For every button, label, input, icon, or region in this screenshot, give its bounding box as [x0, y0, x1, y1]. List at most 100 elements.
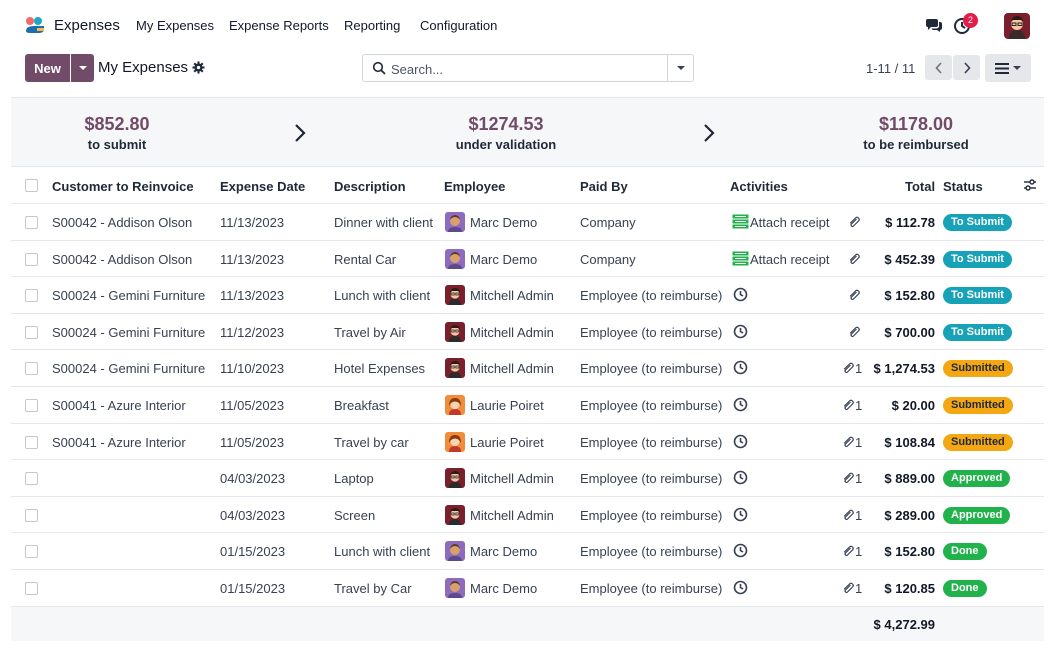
table-row[interactable]: 04/03/2023 Screen Mitchell Admin Employee (…	[11, 497, 1044, 534]
pager-previous-button[interactable]	[925, 55, 952, 80]
employee-avatar[interactable]	[445, 321, 465, 342]
search-options-toggle[interactable]	[667, 55, 693, 81]
cell-customer: S00024 - Gemini Furniture	[52, 324, 206, 340]
view-switcher-button[interactable]	[985, 54, 1031, 82]
employee-avatar[interactable]	[445, 248, 465, 269]
cell-activity-summary[interactable]: Attach receipt	[750, 215, 830, 230]
paperclip-icon[interactable]	[841, 361, 855, 375]
employee-avatar[interactable]	[445, 504, 465, 525]
user-avatar[interactable]	[1004, 13, 1030, 39]
employee-avatar[interactable]	[445, 541, 465, 562]
expenses-app-icon[interactable]	[24, 15, 46, 37]
cell-expense-date: 04/03/2023	[220, 507, 286, 523]
row-checkbox[interactable]	[25, 289, 38, 303]
activity-clock-icon[interactable]	[732, 286, 749, 303]
table-row[interactable]: 01/15/2023 Lunch with client Marc Demo Empl…	[11, 533, 1044, 570]
upload-document-icon[interactable]	[732, 250, 749, 267]
table-row[interactable]: S00041 - Azure Interior 11/05/2023 Breakfa…	[11, 387, 1044, 424]
status-badge-approved: Approved	[943, 470, 1011, 488]
summary-to-be-reimbursed[interactable]: $1178.00 to be reimbursed	[816, 114, 1016, 152]
paperclip-icon[interactable]	[847, 215, 861, 229]
employee-avatar[interactable]	[445, 577, 465, 598]
column-header-status[interactable]: Status	[943, 179, 983, 194]
paperclip-icon[interactable]	[847, 252, 861, 266]
table-row[interactable]: S00024 - Gemini Furniture 11/10/2023 Hotel…	[11, 350, 1044, 387]
table-row[interactable]: S00024 - Gemini Furniture 11/13/2023 Lunch…	[11, 277, 1044, 314]
employee-avatar[interactable]	[445, 394, 465, 415]
paperclip-icon[interactable]	[847, 288, 861, 302]
table-row[interactable]: 01/15/2023 Travel by Car Marc Demo Employee…	[11, 570, 1044, 607]
column-header-employee[interactable]: Employee	[444, 179, 506, 194]
chat-icon[interactable]	[924, 16, 944, 36]
paperclip-icon[interactable]	[841, 398, 855, 412]
upload-document-icon[interactable]	[732, 213, 749, 230]
new-dropdown-toggle[interactable]	[71, 54, 94, 82]
app-title[interactable]: Expenses	[54, 17, 120, 34]
employee-avatar[interactable]	[445, 285, 465, 306]
row-checkbox[interactable]	[25, 581, 38, 595]
employee-avatar[interactable]	[445, 431, 465, 452]
menu-reporting[interactable]: Reporting	[344, 18, 401, 33]
cell-customer: S00041 - Azure Interior	[52, 397, 186, 413]
row-checkbox[interactable]	[25, 325, 38, 339]
gear-icon[interactable]	[192, 61, 205, 74]
row-checkbox[interactable]	[25, 508, 38, 522]
new-button[interactable]: New	[25, 54, 70, 82]
activity-clock-icon[interactable]	[732, 433, 749, 450]
column-header-paid-by[interactable]: Paid By	[580, 179, 628, 194]
table-row[interactable]: S00024 - Gemini Furniture 11/12/2023 Trave…	[11, 314, 1044, 351]
table-row[interactable]: S00041 - Azure Interior 11/05/2023 Travel …	[11, 424, 1044, 461]
cell-paid-by: Employee (to reimburse)	[580, 580, 723, 596]
activity-clock-icon[interactable]	[732, 506, 749, 523]
summary-label: to submit	[87, 137, 147, 152]
paperclip-icon[interactable]	[841, 581, 855, 595]
row-checkbox[interactable]	[25, 398, 38, 412]
column-header-date[interactable]: Expense Date	[220, 179, 306, 194]
paperclip-icon[interactable]	[841, 435, 855, 449]
summary-under-validation[interactable]: $1274.53 under validation	[406, 114, 606, 152]
paperclip-icon[interactable]	[847, 325, 861, 339]
activity-clock-icon[interactable]	[732, 542, 749, 559]
cell-employee: Mitchell Admin	[470, 324, 554, 340]
pager-value[interactable]: 1-11 / 11	[866, 61, 916, 76]
table-row[interactable]: S00042 - Addison Olson 11/13/2023 Rental C…	[11, 241, 1044, 278]
paperclip-icon[interactable]	[841, 508, 855, 522]
cell-description: Travel by Air	[334, 324, 406, 340]
select-all-checkbox[interactable]	[25, 179, 38, 192]
row-checkbox[interactable]	[25, 252, 38, 266]
search-icon	[372, 61, 386, 75]
employee-avatar[interactable]	[445, 468, 465, 489]
row-checkbox[interactable]	[25, 545, 38, 559]
column-header-total[interactable]: Total	[905, 179, 936, 194]
search-input[interactable]	[391, 59, 661, 79]
employee-avatar[interactable]	[445, 212, 465, 232]
table-row[interactable]: 04/03/2023 Laptop Mitchell Admin Employee (…	[11, 460, 1044, 497]
summary-to-submit[interactable]: $852.80 to submit	[17, 114, 217, 152]
paperclip-icon[interactable]	[841, 544, 855, 558]
cell-expense-date: 11/13/2023	[220, 288, 285, 304]
column-header-customer[interactable]: Customer to Reinvoice	[52, 179, 194, 194]
row-checkbox[interactable]	[25, 435, 38, 449]
column-header-description[interactable]: Description	[334, 179, 406, 194]
paperclip-icon[interactable]	[841, 471, 855, 485]
menu-expense-reports[interactable]: Expense Reports	[229, 18, 329, 33]
cell-activity-summary[interactable]: Attach receipt	[750, 251, 830, 267]
row-checkbox[interactable]	[25, 216, 38, 229]
activity-clock-icon[interactable]	[732, 579, 749, 596]
table-row[interactable]: S00042 - Addison Olson 11/13/2023 Dinner w…	[11, 204, 1044, 241]
activity-clock-icon[interactable]	[732, 323, 749, 340]
activity-clock-icon[interactable]	[732, 359, 749, 376]
activity-clock-icon[interactable]	[732, 396, 749, 413]
cell-expense-date: 11/13/2023	[220, 215, 285, 230]
optional-columns-icon[interactable]	[1023, 178, 1037, 192]
pager-next-button[interactable]	[953, 55, 980, 80]
activity-clock-icon[interactable]	[732, 469, 749, 486]
row-checkbox[interactable]	[25, 362, 38, 376]
employee-avatar[interactable]	[445, 358, 465, 379]
row-checkbox[interactable]	[25, 472, 38, 486]
cell-employee: Marc Demo	[470, 544, 538, 560]
column-header-activities[interactable]: Activities	[730, 179, 788, 194]
table-body: S00042 - Addison Olson 11/13/2023 Dinner w…	[11, 204, 1044, 607]
menu-configuration[interactable]: Configuration	[420, 18, 498, 33]
menu-my-expenses[interactable]: My Expenses	[136, 18, 215, 33]
